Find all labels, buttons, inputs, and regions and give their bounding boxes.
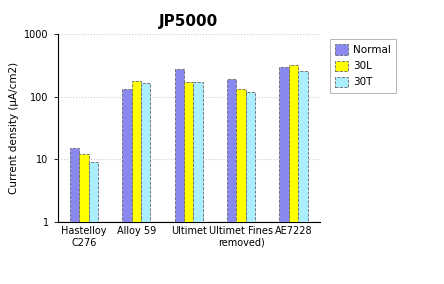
Bar xyxy=(289,65,298,284)
Bar xyxy=(174,69,184,284)
Bar xyxy=(246,92,255,284)
Bar xyxy=(237,89,246,284)
Y-axis label: Current density (μA/cm2): Current density (μA/cm2) xyxy=(8,62,19,194)
Bar xyxy=(131,82,141,284)
Bar xyxy=(279,67,289,284)
Bar xyxy=(227,79,237,284)
Legend: Normal, 30L, 30T: Normal, 30L, 30T xyxy=(330,39,396,93)
Bar xyxy=(298,71,308,284)
Bar xyxy=(141,83,151,284)
Title: JP5000: JP5000 xyxy=(159,14,218,29)
Bar xyxy=(79,154,88,284)
Bar xyxy=(88,162,98,284)
Bar xyxy=(184,82,194,284)
Bar xyxy=(194,82,203,284)
Bar xyxy=(122,89,131,284)
Bar xyxy=(70,148,79,284)
